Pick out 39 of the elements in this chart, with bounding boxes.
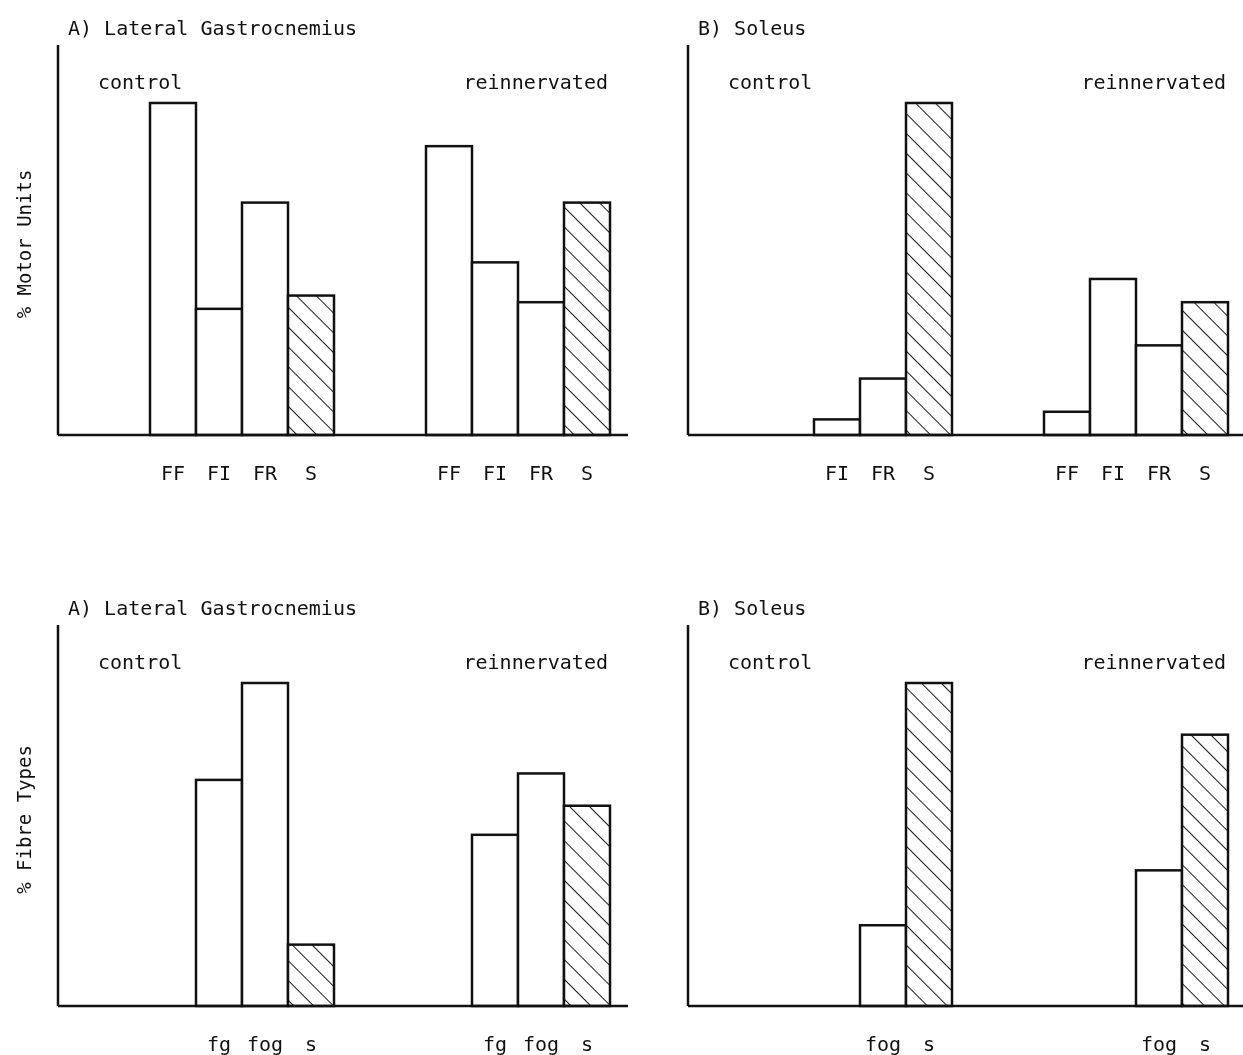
y-axis-title: % Fibre Types (13, 745, 35, 894)
x-tick-label: S (1198, 461, 1212, 485)
x-tick-label: fg (482, 1032, 508, 1055)
text: reinnervated (1081, 650, 1226, 674)
x-tick-label: FR (252, 461, 278, 485)
x-tick-label: fog (1140, 1032, 1178, 1055)
x-tick-label: fog (246, 1032, 284, 1055)
x-tick-label: S (580, 461, 594, 485)
x-tick-label: s (580, 1032, 594, 1055)
x-tick-label: FF (436, 461, 462, 485)
text: reinnervated (463, 70, 608, 94)
x-tick-label: FI (482, 461, 508, 485)
x-tick-label: FR (528, 461, 554, 485)
chart-title: B) Soleus (698, 596, 807, 620)
x-tick-label: S (304, 461, 318, 485)
x-tick-label: FF (160, 461, 186, 485)
text: reinnervated (1081, 70, 1226, 94)
x-tick-label: s (922, 1032, 936, 1055)
x-tick-label: s (304, 1032, 318, 1055)
x-tick-label: S (922, 461, 936, 485)
x-tick-label: FI (824, 461, 850, 485)
x-tick-label: fog (522, 1032, 560, 1055)
text: reinnervated (463, 650, 608, 674)
chart-title: A) Lateral Gastrocnemius (68, 16, 357, 40)
text: control (728, 650, 813, 674)
y-axis-title: % Motor Units (13, 169, 35, 319)
x-tick-label: s (1198, 1032, 1212, 1055)
x-tick-label: FR (1146, 461, 1172, 485)
x-tick-label: FI (206, 461, 232, 485)
x-tick-label: FI (1100, 461, 1126, 485)
chart-title: A) Lateral Gastrocnemius (68, 596, 357, 620)
x-tick-label: fg (206, 1032, 232, 1055)
text: control (98, 70, 183, 94)
text: control (98, 650, 183, 674)
chart-title: B) Soleus (698, 16, 807, 40)
x-tick-label: FF (1054, 461, 1080, 485)
text: control (728, 70, 813, 94)
x-tick-label: fog (864, 1032, 902, 1055)
x-tick-label: FR (870, 461, 896, 485)
